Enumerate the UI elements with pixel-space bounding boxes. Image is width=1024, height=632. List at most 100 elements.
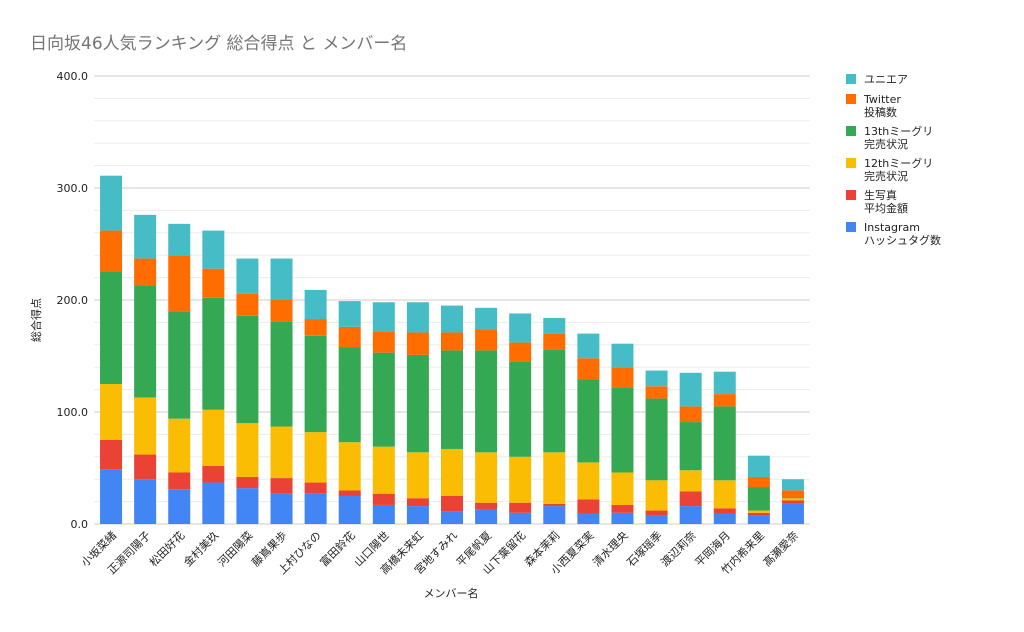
bar-segment <box>475 502 498 510</box>
bar-segment <box>100 272 123 384</box>
bar-segment <box>236 315 259 424</box>
bar-segment <box>406 302 429 333</box>
bar-segment <box>270 258 293 300</box>
bar-segment <box>236 423 259 477</box>
bar-segment <box>441 305 463 333</box>
bar-segment <box>645 386 668 399</box>
y-axis-title: 総合得点 <box>29 298 43 342</box>
bar-segment <box>509 313 532 343</box>
bar-segment <box>611 512 634 524</box>
x-tick-label: 富田鈴花 <box>317 528 358 569</box>
bar-segment <box>338 442 361 491</box>
bar-segment <box>577 358 600 380</box>
bar-segment <box>679 506 702 524</box>
bar-segment <box>304 482 327 494</box>
bar-segment <box>236 258 259 294</box>
bar-segment <box>781 479 804 491</box>
bar-segment <box>304 432 327 483</box>
bar-segment <box>168 418 191 473</box>
legend-label: 生写真 <box>864 188 897 202</box>
bar-segment <box>100 230 123 272</box>
bar-segment <box>781 503 804 524</box>
bar-segment <box>168 489 191 524</box>
legend-swatch <box>846 158 856 168</box>
bar-segment <box>304 493 327 524</box>
bar-segment <box>338 301 361 327</box>
bar-segment <box>781 497 804 499</box>
bar-segment <box>611 472 634 505</box>
bar-segment <box>747 476 770 488</box>
bar-segment <box>509 361 532 457</box>
bar-segment <box>304 335 327 433</box>
bar-segment <box>645 398 668 481</box>
bar-segment <box>270 478 293 494</box>
x-tick-label: 石塚瑶季 <box>624 529 664 569</box>
bar-segment <box>338 496 361 524</box>
bar-segment <box>202 409 225 466</box>
bar-segment <box>645 480 668 511</box>
bar-segment <box>475 329 498 351</box>
legend-label: 12thミーグリ <box>864 156 933 170</box>
bar-segment <box>611 387 634 473</box>
legend-label: 完売状況 <box>864 169 908 183</box>
bar-segment <box>100 384 123 440</box>
bar-segment <box>441 448 463 496</box>
bar-segment <box>543 506 566 524</box>
bar-segment <box>543 349 566 453</box>
bar-segment <box>577 462 600 500</box>
bar-segment <box>543 333 566 350</box>
bar-segment <box>577 499 600 514</box>
bar-segment <box>543 317 566 334</box>
bar-segment <box>406 332 429 355</box>
bar-segment <box>781 500 804 504</box>
legend-swatch <box>846 190 856 200</box>
bar-segment <box>168 472 191 490</box>
bar-segment <box>611 504 634 513</box>
bar-segment <box>679 406 702 423</box>
bar-segment <box>338 347 361 443</box>
y-tick-labels: 0.0 100.0 200.0 300.0 400.0 <box>57 70 89 531</box>
bar-segment <box>406 506 429 524</box>
bar-segment <box>509 512 532 524</box>
bar-segment <box>475 509 498 524</box>
bar-segment <box>747 515 770 524</box>
bar-segment <box>679 470 702 492</box>
bar-segment <box>747 510 770 513</box>
bar-segment <box>134 479 157 524</box>
bar-segment <box>713 508 736 514</box>
legend-label: 投稿数 <box>864 105 897 119</box>
legend-swatch <box>846 94 856 104</box>
bar-segment <box>577 379 600 463</box>
bar-segment <box>781 490 804 498</box>
x-tick-label: 清水理央 <box>590 529 630 569</box>
legend-swatch <box>846 74 856 84</box>
bar-segment <box>747 512 770 516</box>
x-axis-title: メンバー名 <box>424 586 479 600</box>
bar-segment <box>372 446 395 494</box>
bar-segment <box>543 503 566 507</box>
bar-segment <box>168 311 191 419</box>
bar-segment <box>577 333 600 359</box>
bar-segment <box>304 289 327 320</box>
bar-segment <box>645 370 668 387</box>
y-tick-label: 400.0 <box>57 70 89 83</box>
bar-segment <box>645 510 668 516</box>
bar-segment <box>236 476 259 489</box>
bar-segment <box>100 440 123 470</box>
bar-segment <box>134 454 157 480</box>
bar-segment <box>100 469 123 524</box>
bar-segment <box>713 371 736 395</box>
bar-segment <box>509 342 532 362</box>
legend-swatch <box>846 222 856 232</box>
bar-segment <box>270 426 293 479</box>
bar-segment <box>372 504 395 524</box>
legend-label: Instagram <box>864 221 920 234</box>
bar-segment <box>338 326 361 348</box>
bar-segment <box>202 465 225 483</box>
bar-segment <box>372 302 395 332</box>
x-tick-label: 松田好花 <box>146 528 187 569</box>
bar-segment <box>543 452 566 504</box>
legend-label: 13thミーグリ <box>864 124 933 138</box>
x-tick-label: 髙瀬愛奈 <box>760 528 801 569</box>
bar-segment <box>509 502 532 513</box>
